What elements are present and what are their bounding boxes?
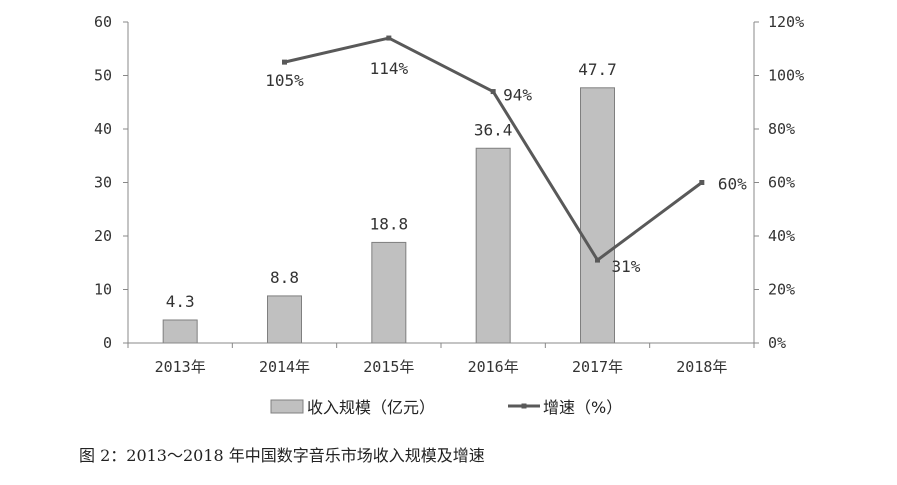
line-point [282,59,287,65]
y-right-tick-label: 120% [768,13,804,31]
bar [371,241,407,344]
bar-data-label: 8.8 [270,268,299,287]
line-series [282,35,705,263]
legend-bar-label: 收入规模（亿元） [307,398,435,417]
y-left-tick-label: 30 [94,174,112,192]
bar [267,295,302,344]
bar-data-label: 47.7 [578,60,617,79]
bar-data-label: 18.8 [370,214,409,233]
line-point [386,35,392,41]
y-left-tick-label: 10 [94,281,112,299]
y-left-tick-label: 20 [94,227,112,245]
x-tick-label: 2018年 [676,358,727,376]
x-tick-label: 2014年 [259,358,310,376]
y-right-tick-label: 40% [768,227,795,245]
y-right-tick-label: 80% [768,120,795,138]
line-data-label: 105% [265,71,304,90]
x-axis: 2013年 2014年 2015年 2016年 2017年 2018年 [127,343,755,376]
line-data-label: 114% [370,59,409,78]
x-tick-label: 2015年 [363,358,414,376]
line-point [595,257,600,263]
y-right-tick-label: 20% [768,281,795,299]
axes-frame [127,22,755,344]
line-point [699,180,705,185]
line-data-labels: 105% 114% 94% 31% 60% [265,59,747,276]
x-tick-label: 2017年 [572,358,623,376]
y-right-tick-label: 0% [768,334,786,352]
x-tick-label: 2013年 [155,358,206,376]
y-right-tick-label: 60% [768,174,795,192]
y-right-tick-label: 100% [768,67,804,85]
line-data-label: 31% [612,257,641,276]
y-left-tick-label: 50 [94,67,112,85]
bar [580,87,615,344]
y-left-tick-label: 60 [94,13,112,31]
figure-caption: 图 2：2013～2018 年中国数字音乐市场收入规模及增速 [79,446,485,465]
legend-bar-swatch [270,399,304,414]
y-left-tick-label: 40 [94,120,112,138]
legend-line-label: 增速（%） [543,398,622,417]
bar [475,147,511,344]
bar-data-label: 36.4 [474,120,513,139]
y-axis-left: 0 10 20 30 40 50 60 [94,13,128,352]
bar-series [162,87,615,344]
line-data-label: 60% [718,175,747,194]
y-axis-right: 0% 20% 40% 60% 80% 100% 120% [754,13,804,352]
bar [162,319,198,344]
line-data-label: 94% [503,86,532,105]
line-point [490,89,496,95]
bar-data-label: 4.3 [166,292,195,311]
legend-line-marker [521,403,527,409]
y-left-tick-label: 0 [103,334,112,352]
x-tick-label: 2016年 [468,358,519,376]
legend: 收入规模（亿元） 增速（%） [270,398,622,417]
bar-data-labels: 4.3 8.8 18.8 36.4 47.7 [166,60,617,311]
